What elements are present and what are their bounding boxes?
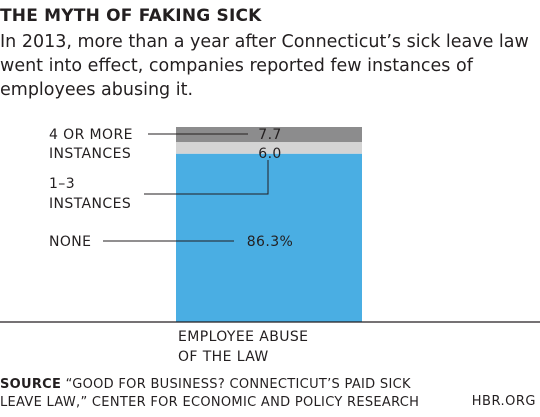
source-note: SOURCE “GOOD FOR BUSINESS? CONNECTICUT’S… [0, 376, 430, 412]
bar-segment-0 [176, 153, 362, 322]
stacked-bar-chart: NONE 86.3% 1–3 INSTANCES 6.0 4 OR MORE INSTANC… [0, 127, 540, 365]
leader-line-1-3 [144, 160, 269, 195]
series-label-4plus-line2: INSTANCES [49, 146, 131, 162]
chart-subtitle: In 2013, more than a year after Connecti… [0, 32, 529, 100]
data-label-none: 86.3% [247, 234, 293, 250]
data-label-1-3: 6.0 [258, 146, 281, 162]
chart-title: THE MYTH OF FAKING SICK [0, 6, 262, 26]
bar-segment-1 [176, 142, 362, 154]
source-label: SOURCE [0, 377, 62, 392]
category-label-line2: OF THE LAW [178, 349, 269, 365]
data-label-4plus: 7.7 [258, 127, 281, 143]
category-label-line1: EMPLOYEE ABUSE [178, 329, 308, 345]
series-label-4plus-line1: 4 OR MORE [49, 127, 133, 143]
series-label-1-3-line1: 1–3 [49, 176, 75, 192]
hbr-brand: HBR.ORG [471, 394, 536, 409]
series-label-1-3-line2: INSTANCES [49, 196, 131, 212]
bar-segment-2 [176, 127, 362, 143]
series-label-none: NONE [49, 234, 91, 250]
source-text: “GOOD FOR BUSINESS? CONNECTICUT’S PAID S… [0, 377, 420, 410]
